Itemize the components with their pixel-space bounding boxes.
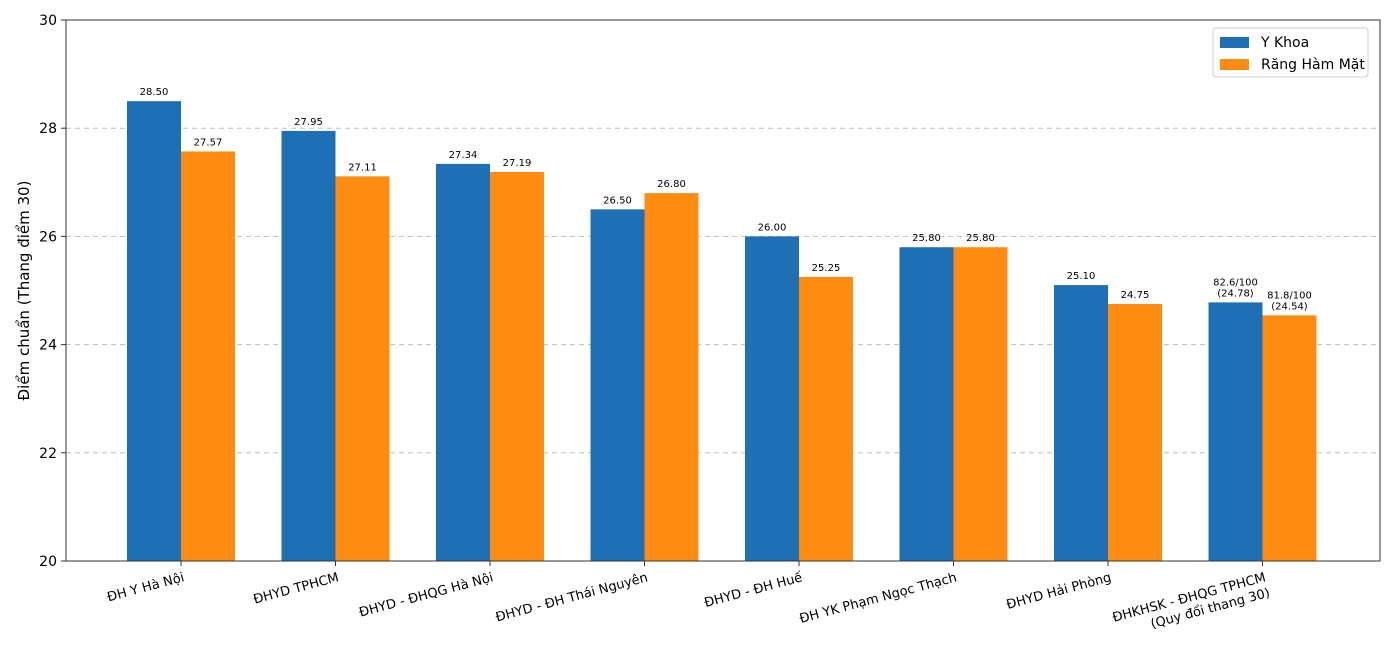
legend-label: Y Khoa [1260, 35, 1309, 51]
bar-rang-ham-mat [1262, 315, 1317, 561]
bar-value-label: 28.50 [140, 87, 169, 98]
y-axis: 20 22 24 26 28 30 [39, 13, 66, 570]
legend-label: Răng Hàm Mặt [1261, 57, 1365, 73]
x-tick-label: ĐHYD - ĐHQG Hà Nội [358, 570, 495, 620]
x-tick-label: ĐHYD - ĐH Thái Nguyên [494, 570, 649, 625]
x-tick-label-line: ĐH Y Hà Nội [106, 570, 186, 605]
legend-box [1212, 27, 1369, 78]
x-tick-label-line: ĐHYD - ĐH Huế [703, 570, 804, 611]
x-tick-label: ĐHKHSK - ĐHQG TPHCM(Quy đổi thang 30) [1111, 570, 1272, 632]
legend-swatch [1220, 59, 1249, 70]
y-axis-title: Điểm chuẩn (Thang điểm 30) [15, 181, 33, 401]
bar-value-label: 25.10 [1067, 271, 1096, 282]
bars [127, 101, 1317, 562]
y-tick-label: 26 [39, 229, 57, 245]
bar-value-label: 25.80 [912, 233, 941, 244]
bar-value-label: 26.80 [657, 179, 686, 190]
bar-value-label: 27.57 [194, 137, 223, 148]
bar-rang-ham-mat [1108, 304, 1162, 561]
bar-rang-ham-mat [953, 247, 1008, 561]
bar-value-label: 27.19 [503, 158, 532, 169]
plot-frame [65, 19, 1381, 562]
bar-value-labels: 28.50 27.57 27.95 27.11 27.34 27.19 26.50 26.80… [140, 87, 1312, 312]
bar-y-khoa [899, 247, 954, 561]
x-tick-label-line: ĐHYD - ĐH Thái Nguyên [494, 570, 649, 625]
x-tick-label: ĐH Y Hà Nội [106, 570, 186, 605]
bar-value-label: 25.25 [812, 263, 841, 274]
bar-value-label: (24.78) [1217, 288, 1254, 299]
y-tick-label: 20 [39, 554, 57, 570]
bar-value-label: 81.8/100 [1267, 290, 1312, 301]
bar-value-label: 26.50 [603, 195, 632, 206]
bar-value-label: 26.00 [758, 222, 787, 233]
legend: Y Khoa Răng Hàm Mặt [1212, 27, 1369, 78]
bar-rang-ham-mat [181, 151, 235, 561]
y-tick-label: 22 [39, 446, 57, 462]
x-tick-label: ĐHYD TPHCM [252, 570, 341, 607]
x-tick-label-line: ĐH YK Phạm Ngọc Thạch [798, 570, 959, 626]
y-tick-label: 24 [39, 338, 57, 354]
bar-value-label: 82.6/100 [1213, 277, 1258, 288]
bar-y-khoa [127, 101, 181, 562]
x-tick-label: ĐHYD - ĐH Huế [703, 570, 804, 611]
bar-value-label: (24.54) [1271, 301, 1308, 312]
x-tick-label: ĐHYD Hải Phòng [1005, 570, 1113, 612]
x-tick-label-line: ĐHYD Hải Phòng [1005, 570, 1113, 612]
x-tick-label-line: ĐHYD - ĐHQG Hà Nội [358, 570, 495, 620]
legend-swatch [1220, 37, 1249, 48]
bar-rang-ham-mat [644, 193, 699, 561]
y-tick-label: 30 [39, 13, 57, 29]
bar-value-label: 27.34 [449, 150, 478, 161]
bar-y-khoa [745, 236, 799, 561]
bar-y-khoa [281, 130, 336, 561]
x-tick-label: ĐH YK Phạm Ngọc Thạch [798, 570, 959, 626]
bar-value-label: 27.95 [294, 117, 323, 128]
bar-value-label: 27.11 [348, 162, 377, 173]
x-axis: ĐH Y Hà Nội ĐHYD TPHCM ĐHYD - ĐHQG Hà Nội Đ… [106, 561, 1272, 632]
bar-y-khoa [1054, 285, 1108, 561]
y-tick-label: 28 [39, 121, 57, 137]
bar-y-khoa [590, 209, 645, 561]
bar-value-label: 25.80 [966, 233, 995, 244]
bar-y-khoa [1208, 302, 1263, 561]
bar-rang-ham-mat [490, 172, 544, 561]
bar-y-khoa [436, 163, 490, 561]
grid-lines [66, 127, 1380, 454]
bar-rang-ham-mat [335, 176, 390, 561]
bar-rang-ham-mat [799, 276, 853, 561]
bar-value-label: 24.75 [1121, 290, 1150, 301]
x-tick-label-line: ĐHYD TPHCM [252, 570, 341, 607]
